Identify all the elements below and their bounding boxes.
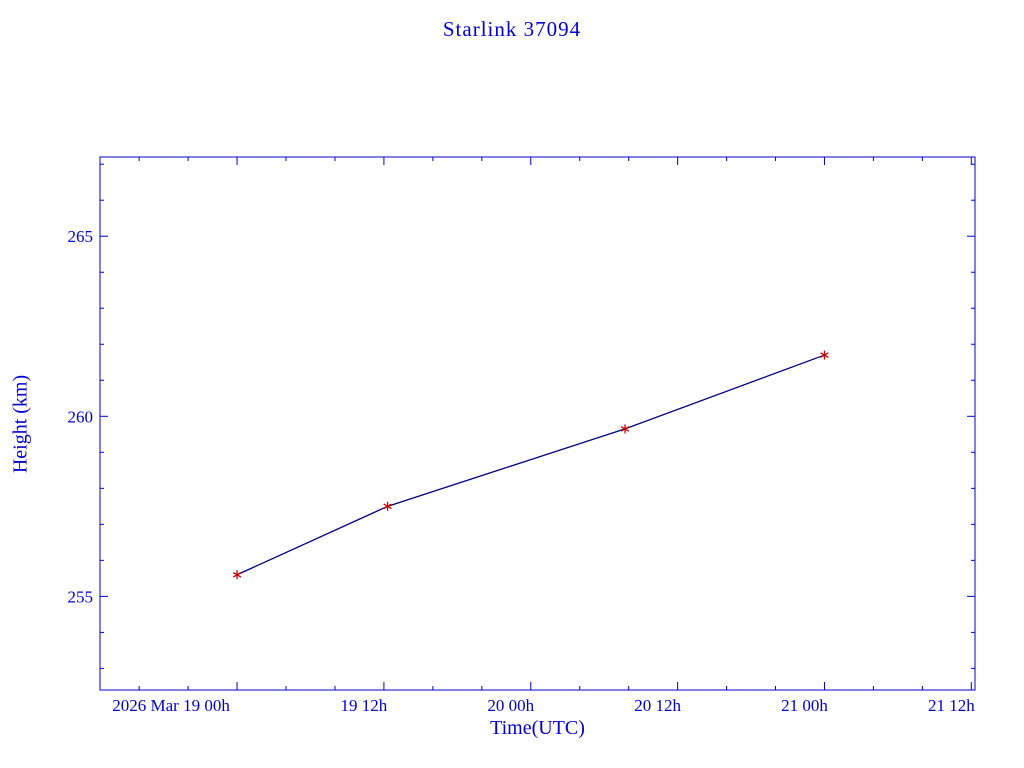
y-tick-label: 255 bbox=[68, 587, 94, 606]
marker-stroke bbox=[620, 426, 630, 432]
x-axis-label: Time(UTC) bbox=[490, 717, 585, 739]
y-tick-label: 260 bbox=[68, 407, 94, 426]
data-point-marker bbox=[232, 570, 242, 580]
data-point-marker bbox=[620, 424, 630, 434]
height-line bbox=[236, 354, 825, 576]
y-tick-label: 265 bbox=[68, 227, 94, 246]
x-tick-label: 20 00h bbox=[487, 696, 534, 715]
x-tick-label: 19 12h bbox=[341, 696, 388, 715]
plot-frame bbox=[99, 156, 976, 691]
marker-stroke bbox=[820, 352, 829, 358]
marker-stroke bbox=[232, 571, 242, 578]
x-tick-label: 20 12h bbox=[634, 696, 681, 715]
data-point-marker bbox=[820, 350, 829, 360]
x-tick-label: 2026 Mar 19 00h bbox=[112, 696, 230, 715]
marker-stroke bbox=[383, 503, 392, 510]
x-tick-label: 21 12h bbox=[928, 696, 975, 715]
chart-title: Starlink 37094 bbox=[442, 17, 582, 41]
x-tick-label: 21 00h bbox=[781, 696, 828, 715]
data-point-marker bbox=[383, 501, 392, 511]
